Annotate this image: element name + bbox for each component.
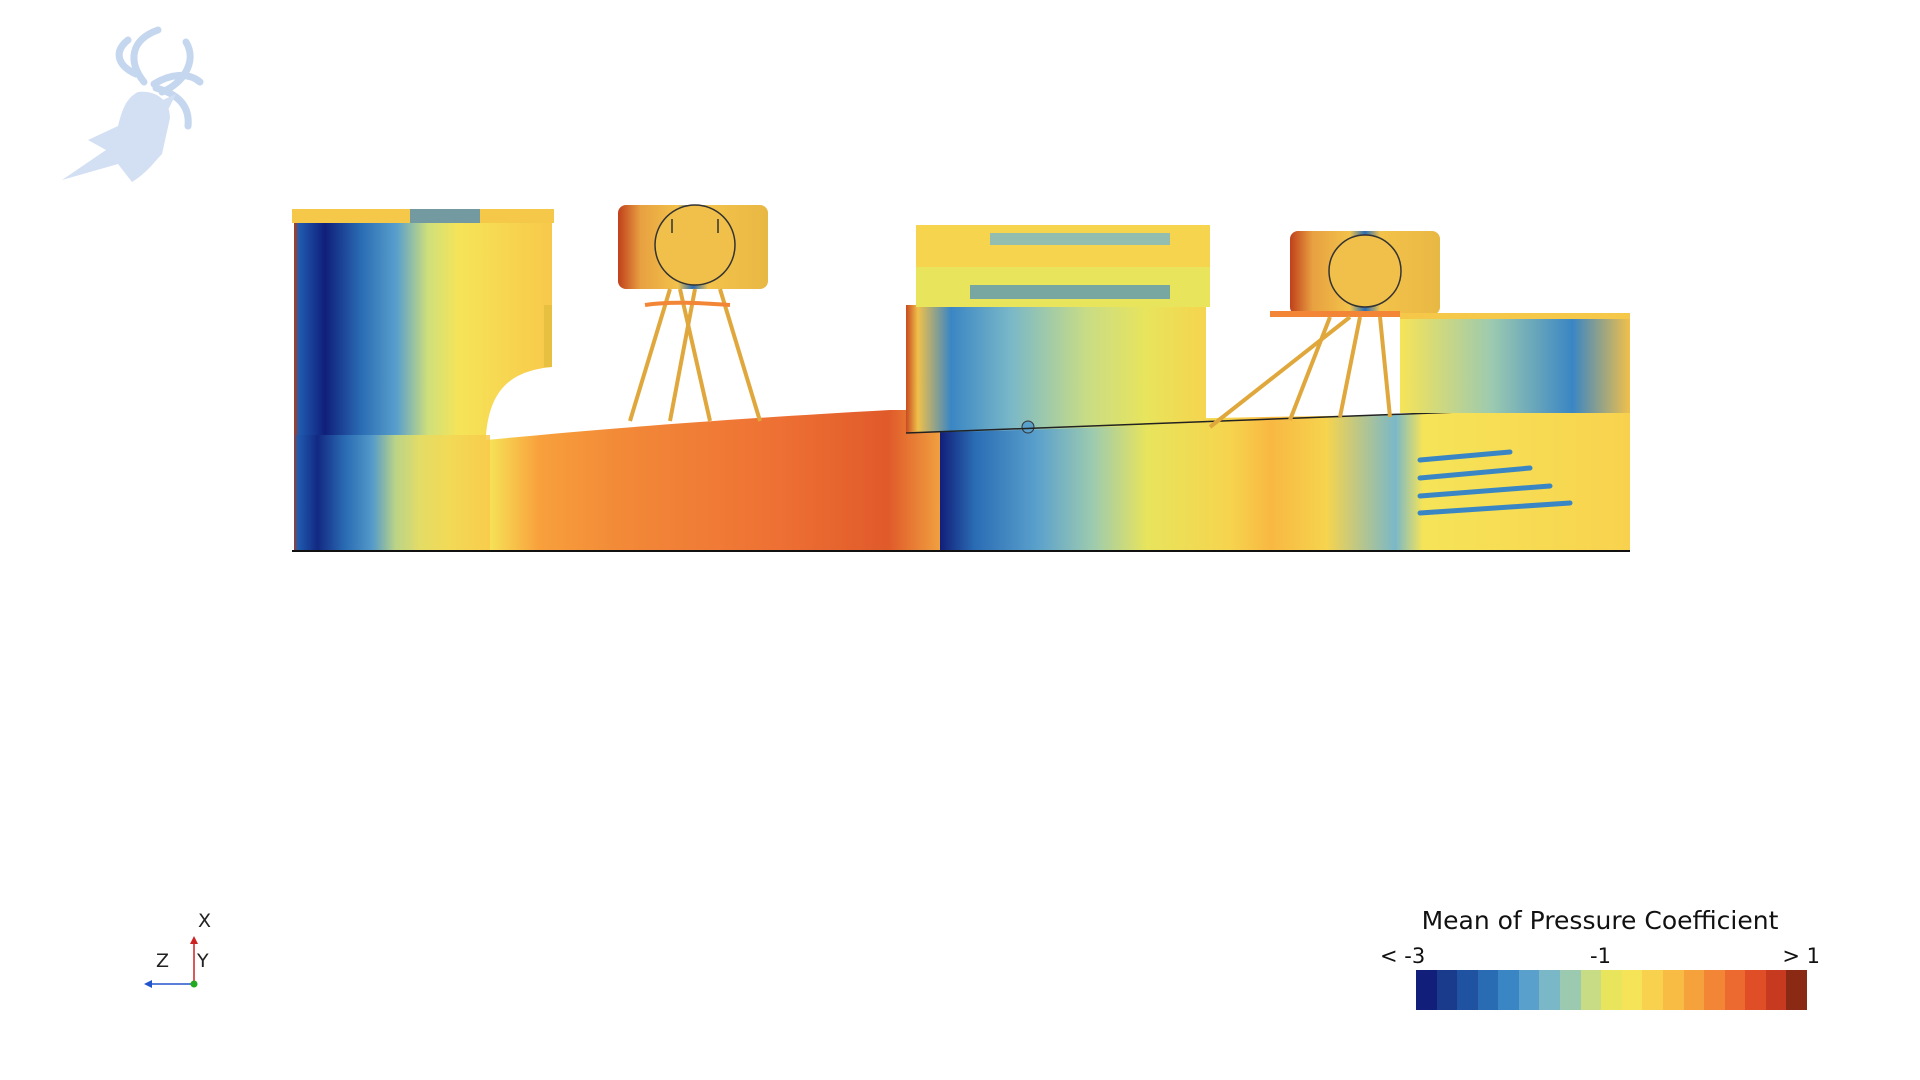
legend-min-label: < -3 [1380, 944, 1426, 968]
legend-swatch [1662, 970, 1684, 1010]
legend-swatch [1457, 970, 1478, 1010]
legend-swatch [1683, 970, 1705, 1010]
legend-mid-label: -1 [1590, 944, 1611, 968]
sensor-pod-left [618, 204, 768, 422]
legend-colorbar [1416, 970, 1807, 1010]
axis-x-label: X [198, 910, 212, 932]
legend-title: Mean of Pressure Coefficient [1421, 906, 1779, 935]
axis-z-label: Z [156, 950, 170, 972]
axis-y-label: Y [197, 950, 209, 972]
legend-swatch [1518, 970, 1540, 1010]
legend-swatch [1621, 970, 1643, 1010]
sensor-pod-right [1208, 231, 1440, 429]
right-box [1400, 313, 1630, 413]
legend-swatch [1704, 970, 1725, 1010]
legend-swatch [1416, 970, 1437, 1010]
deck-right [940, 407, 1630, 550]
cfd-pressure-model[interactable] [290, 195, 1630, 555]
legend-swatch [1498, 970, 1519, 1010]
legend-swatch [1601, 970, 1622, 1010]
legend-swatch [1786, 970, 1807, 1010]
legend-swatch [1745, 970, 1766, 1010]
legend-swatch [1477, 970, 1499, 1010]
legend-swatch [1539, 970, 1561, 1010]
legend-swatch [1436, 970, 1458, 1010]
orientation-triad: X Z Y [140, 912, 230, 992]
vent-slots [1417, 449, 1573, 516]
stag-logo-icon [62, 26, 204, 182]
legend-swatch [1724, 970, 1746, 1010]
axes-icon [144, 936, 198, 988]
legend-max-label: > 1 [1782, 944, 1820, 968]
color-legend: Mean of Pressure Coefficient < -3 -1 > 1 [1380, 906, 1820, 1016]
legend-swatch [1642, 970, 1663, 1010]
legend-swatch [1580, 970, 1602, 1010]
middle-block [905, 225, 1591, 434]
legend-swatch [1765, 970, 1787, 1010]
legend-swatch [1560, 970, 1581, 1010]
